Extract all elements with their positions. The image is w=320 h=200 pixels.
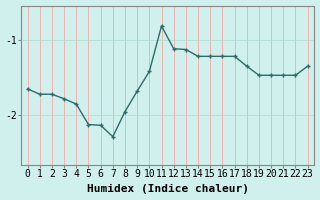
X-axis label: Humidex (Indice chaleur): Humidex (Indice chaleur) <box>87 184 249 194</box>
